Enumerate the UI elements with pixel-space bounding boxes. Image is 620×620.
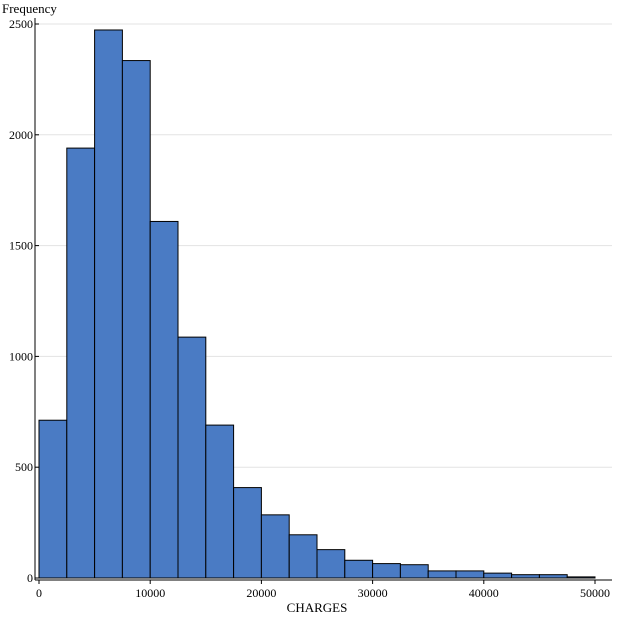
x-tick-label: 10000 — [135, 586, 165, 600]
histogram-bar — [288, 534, 318, 579]
histogram-bar — [566, 576, 596, 579]
histogram-bar — [344, 559, 374, 579]
axes: 0 500 1000 1500 2000 2500 0 10000 20000 30000 4000… — [9, 17, 612, 600]
histogram-bar — [121, 60, 151, 579]
histogram-bar — [372, 563, 401, 579]
histogram-bar — [427, 570, 457, 579]
histogram-bar — [205, 424, 235, 579]
histogram-bar — [538, 574, 568, 579]
histogram-bar — [316, 549, 346, 579]
histogram-bar — [483, 572, 513, 579]
histogram-bar — [94, 29, 123, 579]
x-tick-label: 30000 — [358, 586, 388, 600]
y-tick-label: 1500 — [9, 239, 33, 253]
histogram-bar — [399, 564, 429, 579]
histogram-bar — [66, 147, 96, 579]
histogram-bar — [260, 514, 290, 579]
y-tick-label: 2000 — [9, 128, 33, 142]
histogram-bar — [38, 419, 68, 579]
histogram-bar — [233, 487, 262, 579]
y-tick-label: 0 — [27, 571, 33, 585]
bars — [38, 29, 596, 579]
x-tick-label: 40000 — [469, 586, 499, 600]
x-tick-label: 0 — [36, 586, 42, 600]
x-tick-label: 50000 — [580, 586, 610, 600]
histogram-bar — [177, 336, 207, 579]
y-axis-title: Frequency — [2, 1, 57, 16]
y-tick-label: 1000 — [9, 349, 33, 363]
y-tick-label: 500 — [15, 460, 33, 474]
x-axis-title: CHARGES — [287, 600, 348, 615]
y-tick-label: 2500 — [9, 17, 33, 31]
histogram-bar — [455, 570, 485, 579]
histogram-bar — [149, 220, 179, 579]
x-tick-label: 20000 — [246, 586, 276, 600]
histogram-bar — [511, 574, 540, 579]
